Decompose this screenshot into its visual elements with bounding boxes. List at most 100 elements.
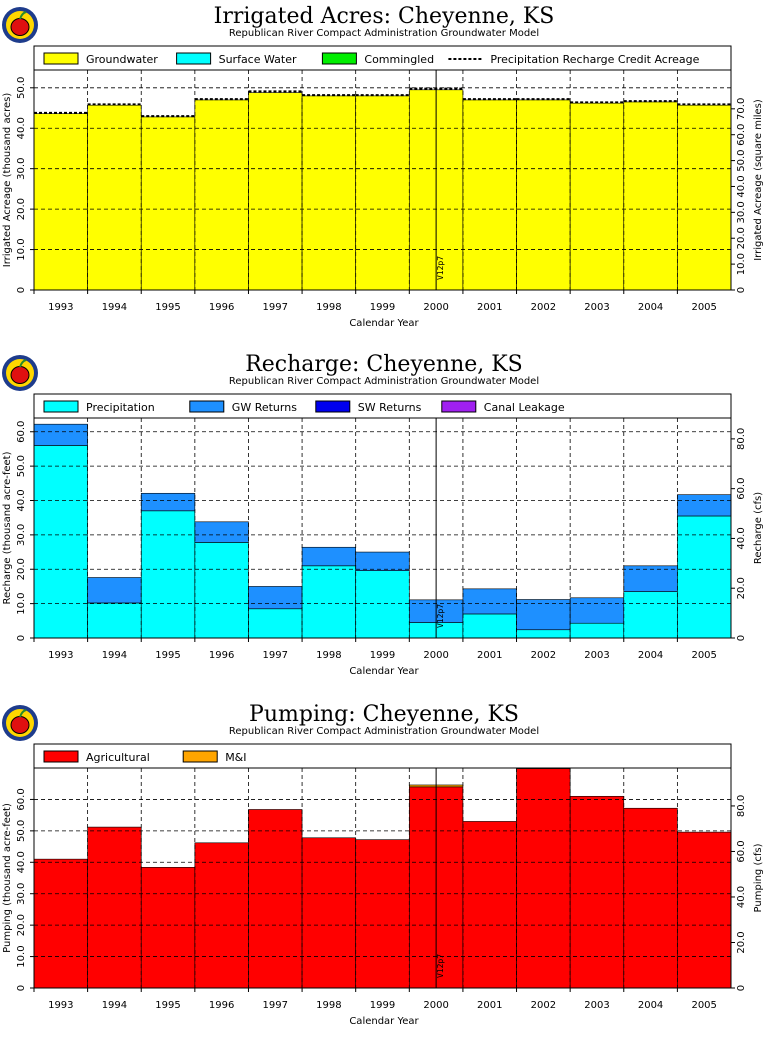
logo-leaf bbox=[19, 11, 27, 20]
y2-axis-label: Irrigated Acreage (square miles) bbox=[753, 99, 764, 261]
y-axis-right: 0 10.0 20.0 30.0 40.0 50.0 60.0 70.0 Irrigated A… bbox=[731, 98, 764, 293]
bar-gw-returns bbox=[248, 586, 303, 610]
y2-tick-label: 80.0 bbox=[736, 795, 747, 817]
x-tick-label: 1998 bbox=[316, 1000, 341, 1011]
x-tick-label: 2005 bbox=[691, 302, 716, 313]
x-tick-label: 2004 bbox=[638, 650, 663, 661]
x-tick-label: 1999 bbox=[370, 302, 395, 313]
x-tick-label: 2004 bbox=[638, 1000, 663, 1011]
legend-swatch bbox=[43, 52, 79, 65]
y2-tick-label: 60.0 bbox=[736, 124, 747, 146]
legend-swatch bbox=[43, 750, 79, 763]
x-tick-label: 1998 bbox=[316, 302, 341, 313]
y2-tick-label: 20.0 bbox=[736, 931, 747, 953]
legend-label: Commingled bbox=[364, 53, 434, 66]
chart-subtitle: Republican River Compact Administration … bbox=[229, 376, 539, 387]
chart-subtitle: Republican River Compact Administration … bbox=[229, 726, 539, 737]
x-axis-label: Calendar Year bbox=[349, 666, 419, 677]
x-tick-label: 1994 bbox=[102, 650, 127, 661]
y2-tick-label: 0 bbox=[736, 635, 747, 641]
run-label: V12p7 bbox=[436, 954, 445, 978]
x-tick-label: 1994 bbox=[102, 1000, 127, 1011]
y-tick-label: 50.0 bbox=[16, 820, 27, 842]
legend-swatch bbox=[176, 52, 212, 65]
bar-precipitation bbox=[516, 629, 571, 639]
x-axis-label: Calendar Year bbox=[349, 1016, 419, 1027]
legend-swatch bbox=[315, 400, 351, 413]
x-tick-label: 2000 bbox=[423, 1000, 448, 1011]
y-tick-label: 40.0 bbox=[16, 851, 27, 873]
legend-label: Groundwater bbox=[86, 53, 158, 66]
logo-apple bbox=[10, 18, 30, 36]
bars bbox=[33, 89, 732, 291]
x-tick-label: 1997 bbox=[263, 650, 288, 661]
legend-box bbox=[33, 393, 732, 419]
chart-title: Irrigated Acres: Cheyenne, KS bbox=[214, 4, 555, 29]
y-axis-right: 0 20.0 40.0 60.0 80.0 Pumping (cfs) bbox=[731, 795, 764, 991]
bar-agricultural bbox=[248, 809, 303, 989]
bar-precipitation bbox=[462, 613, 517, 639]
y-tick-label: 60.0 bbox=[16, 788, 27, 810]
x-tick-label: 1999 bbox=[370, 650, 395, 661]
bar-precipitation bbox=[569, 622, 625, 639]
y2-tick-label: 40.0 bbox=[736, 527, 747, 549]
chart-subtitle: Republican River Compact Administration … bbox=[229, 28, 539, 39]
x-tick-label: 1998 bbox=[316, 650, 341, 661]
x-tick-label: 1995 bbox=[155, 302, 180, 313]
x-axis: 1993 1994 1995 1996 1997 1998 1999 2000 2001 2002… bbox=[33, 638, 717, 677]
y-tick-label: 30.0 bbox=[16, 883, 27, 905]
bar-gw-returns bbox=[87, 577, 142, 604]
y-tick-label: 0 bbox=[16, 635, 27, 641]
legend-swatch bbox=[321, 52, 357, 65]
x-tick-label: 1993 bbox=[48, 302, 73, 313]
y-tick-label: 50.0 bbox=[16, 455, 27, 477]
x-tick-label: 2000 bbox=[423, 302, 448, 313]
bar-precipitation bbox=[355, 570, 410, 639]
bar-gw-returns bbox=[140, 492, 196, 512]
legend-label: Agricultural bbox=[86, 751, 150, 764]
y-tick-label: 40.0 bbox=[16, 489, 27, 511]
bar-agricultural bbox=[33, 858, 88, 989]
bar-groundwater bbox=[677, 104, 732, 291]
y-axis-label: Irrigated Acreage (thousand acres) bbox=[2, 93, 13, 268]
x-tick-label: 2005 bbox=[691, 1000, 716, 1011]
x-tick-label: 2000 bbox=[423, 650, 448, 661]
y-axis-label: Pumping (thousand acre-feet) bbox=[2, 803, 13, 953]
y2-axis-label: Recharge (cfs) bbox=[753, 492, 764, 564]
logo-leaf bbox=[19, 709, 27, 718]
bar-groundwater bbox=[87, 104, 142, 291]
y-tick-label: 50.0 bbox=[16, 77, 27, 99]
y-tick-label: 0 bbox=[16, 287, 27, 293]
x-tick-label: 2003 bbox=[584, 650, 609, 661]
legend-label: Canal Leakage bbox=[484, 401, 565, 414]
x-tick-label: 1996 bbox=[209, 1000, 234, 1011]
chart-svg: Irrigated Acres: Cheyenne, KSRepublican … bbox=[2, 4, 764, 329]
bar-precipitation bbox=[677, 515, 732, 639]
bar-agricultural bbox=[623, 807, 678, 989]
bar-gw-returns bbox=[355, 551, 410, 571]
y-tick-label: 10.0 bbox=[16, 945, 27, 967]
x-tick-label: 2001 bbox=[477, 650, 502, 661]
x-tick-label: 1996 bbox=[209, 302, 234, 313]
bar-gw-returns bbox=[33, 423, 88, 446]
gridlines bbox=[34, 70, 731, 290]
logo-leaf bbox=[19, 359, 27, 368]
y2-tick-label: 60.0 bbox=[736, 478, 747, 500]
bar-gw-returns bbox=[301, 546, 356, 567]
bar-groundwater bbox=[33, 113, 88, 291]
y-axis-right: 0 20.0 40.0 60.0 80.0 Recharge (cfs) bbox=[731, 428, 764, 641]
gridlines bbox=[34, 768, 731, 988]
x-tick-label: 2003 bbox=[584, 302, 609, 313]
y-tick-label: 10.0 bbox=[16, 592, 27, 614]
legend-label: Surface Water bbox=[219, 53, 297, 66]
x-tick-label: 1994 bbox=[102, 302, 127, 313]
legend-label: GW Returns bbox=[232, 401, 297, 414]
chart-title: Pumping: Cheyenne, KS bbox=[249, 702, 519, 727]
x-tick-label: 1999 bbox=[370, 1000, 395, 1011]
x-tick-label: 1995 bbox=[155, 650, 180, 661]
bar-precipitation bbox=[301, 565, 356, 639]
y2-tick-label: 10.0 bbox=[736, 253, 747, 275]
